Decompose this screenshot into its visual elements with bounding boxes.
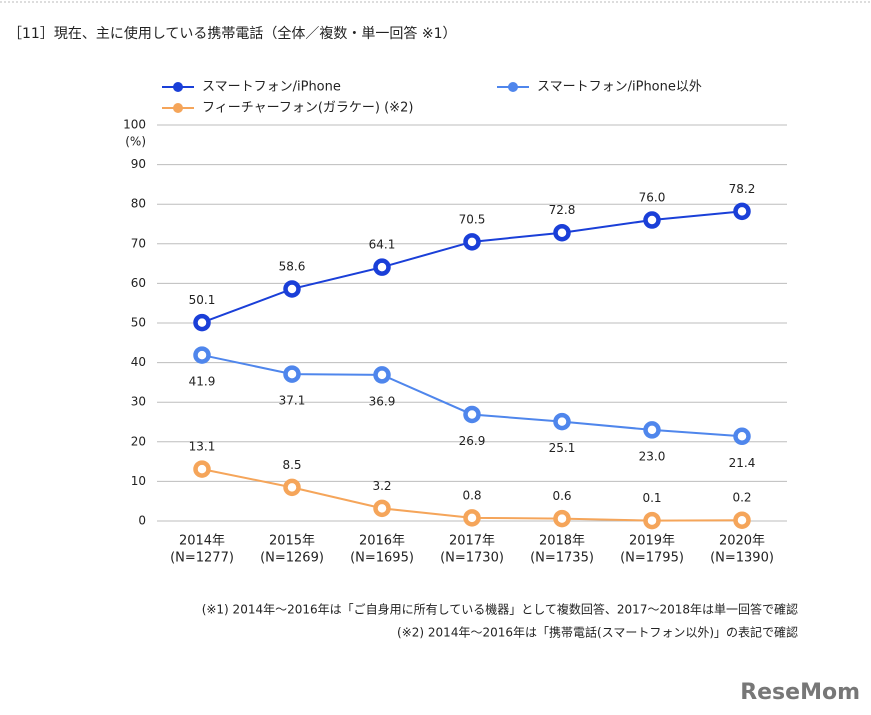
point [463,509,481,527]
note: (※2) 2014年～2016年は「携帯電話(スマートフォン以外)」の表記で確認 [397,625,798,640]
value-label: 25.1 [549,441,576,455]
point [553,223,571,242]
x-tick-label: 2014年 [179,534,225,549]
value-label: 64.1 [369,238,396,252]
point [733,511,751,529]
value-label: 23.0 [639,449,666,463]
x-tick-sublabel: (N=1735) [530,551,594,566]
x-tick-label: 2020年 [719,534,765,549]
x-tick-sublabel: (N=1730) [440,551,504,566]
y-tick-label: 40 [131,355,146,369]
value-label: 0.1 [642,491,661,505]
value-label: 26.9 [459,434,486,448]
point [373,499,391,518]
value-label: 58.6 [279,259,306,273]
point [373,366,391,384]
value-label: 13.1 [189,440,216,454]
y-tick-label: 70 [131,236,146,250]
legend-marker [173,103,183,113]
x-tick-sublabel: (N=1269) [260,551,324,566]
value-label: 76.0 [639,191,666,205]
point [283,478,301,497]
value-label: 36.9 [369,394,396,408]
x-tick-sublabel: (N=1277) [170,551,234,566]
y-tick-label: 60 [131,276,146,290]
point [733,202,751,221]
y-tick-label: 0 [138,514,146,528]
point [643,421,661,439]
point [283,280,301,298]
x-tick-label: 2017年 [449,534,495,549]
point [733,427,751,446]
point [193,346,211,364]
value-label: 50.1 [189,293,216,307]
value-label: 8.5 [282,458,301,472]
point [193,460,211,478]
point [643,511,661,530]
x-tick-sublabel: (N=1795) [620,551,684,566]
x-tick-sublabel: (N=1390) [710,551,774,566]
value-label: 0.8 [462,488,481,502]
legend-label: スマートフォン/iPhone [202,80,341,95]
point [283,365,301,383]
y-tick-label: 30 [131,395,146,409]
x-tick-label: 2015年 [269,534,315,549]
watermark: ReseMom [740,680,860,705]
y-tick-label: 50 [131,316,146,330]
point [193,313,211,332]
value-label: 41.9 [189,375,216,389]
value-label: 78.2 [729,182,756,196]
y-tick-label: 80 [131,197,146,211]
y-unit: (%) [125,135,146,149]
point [463,233,481,251]
point [463,405,481,424]
legend-marker [508,82,518,92]
legend-marker [173,82,183,92]
note: (※1) 2014年～2016年は「ご自身用に所有している機器」として複数回答、… [202,602,798,617]
point [553,509,571,528]
y-tick-label: 100 [123,118,146,132]
chart-title: ［11］現在、主に使用している携帯電話（全体／複数・単一回答 ※1） [8,25,456,42]
y-tick-label: 90 [131,157,146,171]
value-label: 0.2 [732,491,751,505]
value-label: 70.5 [459,212,486,226]
value-label: 0.6 [552,489,571,503]
point [373,258,391,276]
x-tick-sublabel: (N=1695) [350,551,414,566]
x-tick-label: 2018年 [539,534,585,549]
legend-label: フィーチャーフォン(ガラケー) (※2) [202,101,413,116]
value-label: 21.4 [729,456,756,470]
legend-label: スマートフォン/iPhone以外 [537,80,702,95]
value-label: 3.2 [372,479,391,493]
value-label: 72.8 [549,203,576,217]
y-tick-label: 10 [131,474,146,488]
y-tick-label: 20 [131,434,146,448]
value-label: 37.1 [279,394,306,408]
x-tick-label: 2019年 [629,534,675,549]
x-tick-label: 2016年 [359,534,405,549]
point [643,211,661,229]
point [553,412,571,431]
